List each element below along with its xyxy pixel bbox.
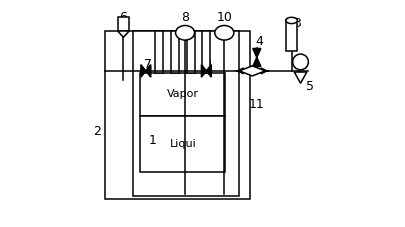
Polygon shape bbox=[140, 73, 225, 116]
Polygon shape bbox=[117, 17, 129, 31]
Polygon shape bbox=[155, 31, 163, 73]
Text: 9: 9 bbox=[203, 58, 211, 71]
Ellipse shape bbox=[214, 25, 233, 40]
Text: 7: 7 bbox=[144, 58, 152, 71]
Polygon shape bbox=[206, 65, 211, 77]
Polygon shape bbox=[252, 57, 260, 67]
Polygon shape bbox=[239, 66, 264, 76]
Polygon shape bbox=[133, 31, 238, 196]
Text: 3: 3 bbox=[292, 17, 301, 30]
Polygon shape bbox=[202, 31, 210, 73]
Polygon shape bbox=[186, 31, 194, 73]
Text: 5: 5 bbox=[305, 80, 313, 93]
Polygon shape bbox=[105, 31, 249, 199]
Polygon shape bbox=[285, 20, 297, 51]
Ellipse shape bbox=[175, 25, 194, 40]
Ellipse shape bbox=[285, 17, 297, 24]
Text: 4: 4 bbox=[254, 35, 262, 48]
Polygon shape bbox=[252, 49, 260, 57]
Polygon shape bbox=[294, 72, 306, 83]
Polygon shape bbox=[141, 65, 145, 77]
Polygon shape bbox=[140, 116, 225, 172]
Text: 8: 8 bbox=[181, 11, 189, 24]
Polygon shape bbox=[201, 65, 206, 77]
Text: 1: 1 bbox=[148, 134, 156, 147]
Text: Liqui: Liqui bbox=[169, 139, 196, 149]
Polygon shape bbox=[145, 65, 150, 77]
Polygon shape bbox=[117, 31, 129, 37]
Ellipse shape bbox=[292, 54, 308, 70]
Text: 11: 11 bbox=[248, 98, 264, 111]
Text: 6: 6 bbox=[119, 11, 127, 24]
Text: 10: 10 bbox=[216, 11, 232, 24]
Text: Vapor: Vapor bbox=[166, 89, 198, 99]
Polygon shape bbox=[171, 31, 179, 73]
Text: 2: 2 bbox=[93, 125, 101, 138]
